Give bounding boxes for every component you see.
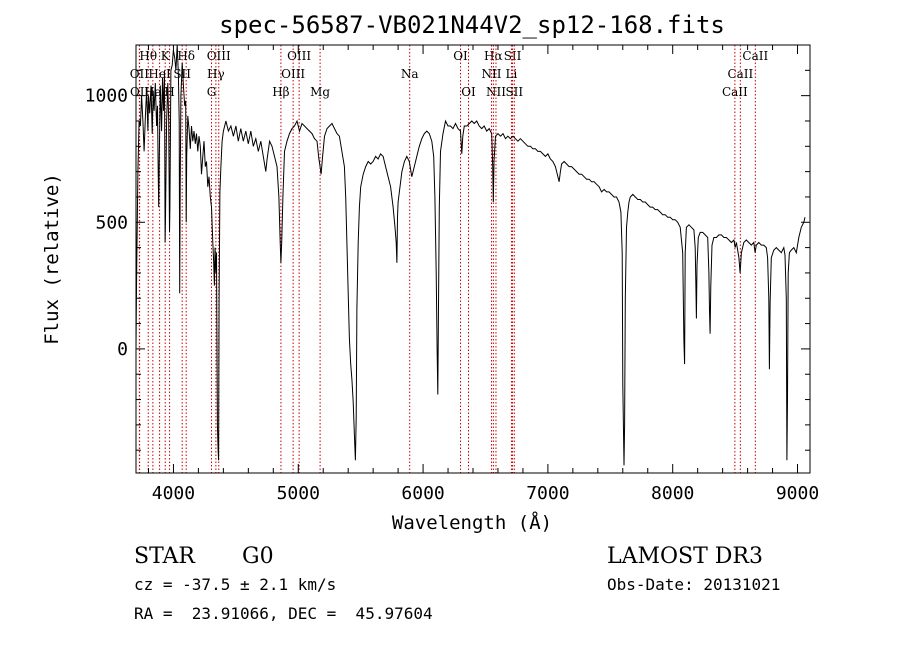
line-marker-label-21: NII	[486, 85, 506, 99]
x-tick-label-2: 6000	[401, 483, 444, 504]
line-marker-label-11: G	[207, 85, 217, 99]
line-marker-label-7: Hδ	[177, 49, 195, 63]
line-marker-label-17: OI	[453, 49, 468, 63]
line-marker-label-25: CaII	[742, 49, 768, 63]
x-axis-label: Wavelength (Å)	[392, 511, 552, 534]
line-marker-label-23: Li	[506, 67, 518, 81]
line-marker-label-20: NII	[481, 67, 501, 81]
chart-title: spec-56587-VB021N44V2_sp12-168.fits	[219, 11, 725, 39]
x-tick-label-1: 5000	[277, 483, 320, 504]
x-tick-label-3: 7000	[526, 483, 569, 504]
line-marker-label-3: HeI	[148, 67, 171, 81]
line-marker-label-26: CaII	[727, 67, 753, 81]
line-marker-label-24: SII	[505, 85, 523, 99]
line-marker-label-14: Hβ	[272, 85, 289, 99]
x-tick-label-0: 4000	[152, 483, 195, 504]
y-axis-label: Flux (relative)	[41, 173, 63, 345]
line-marker-label-0: Hθ	[139, 49, 157, 63]
y-tick-label-2: 1000	[85, 86, 128, 107]
x-tick-label-4: 8000	[651, 483, 694, 504]
line-marker-label-15: Mg	[310, 85, 330, 99]
sky-coordinates: RA = 23.91066, DEC = 45.97604	[134, 604, 433, 623]
object-subclass: G0	[242, 544, 274, 569]
line-marker-label-12: OIII	[287, 49, 311, 63]
spectrum-series	[135, 44, 806, 466]
line-marker-label-6: H	[164, 85, 174, 99]
survey-name: LAMOST DR3	[607, 544, 763, 569]
line-marker-label-18: OI	[461, 85, 476, 99]
y-tick-label-1: 500	[95, 212, 128, 233]
line-marker-label-9: OIII	[207, 49, 231, 63]
redshift-value: cz = -37.5 ± 2.1 km/s	[134, 575, 336, 594]
line-marker-label-22: SII	[504, 49, 522, 63]
line-marker-label-16: Na	[401, 67, 419, 81]
y-tick-label-0: 0	[117, 339, 128, 360]
line-marker-label-27: CaII	[722, 85, 748, 99]
axis-ticks: 4000 5000 6000 7000 8000 9000 0 500 1000	[85, 45, 819, 504]
observation-date: Obs-Date: 20131021	[607, 575, 780, 594]
line-marker-label-13: OIII	[281, 67, 305, 81]
object-class: STAR	[134, 544, 196, 569]
x-tick-label-5: 9000	[776, 483, 819, 504]
line-marker-label-19: Hα	[484, 49, 503, 63]
line-marker-label-5: K	[161, 49, 171, 63]
line-marker-label-10: Hγ	[207, 67, 225, 81]
